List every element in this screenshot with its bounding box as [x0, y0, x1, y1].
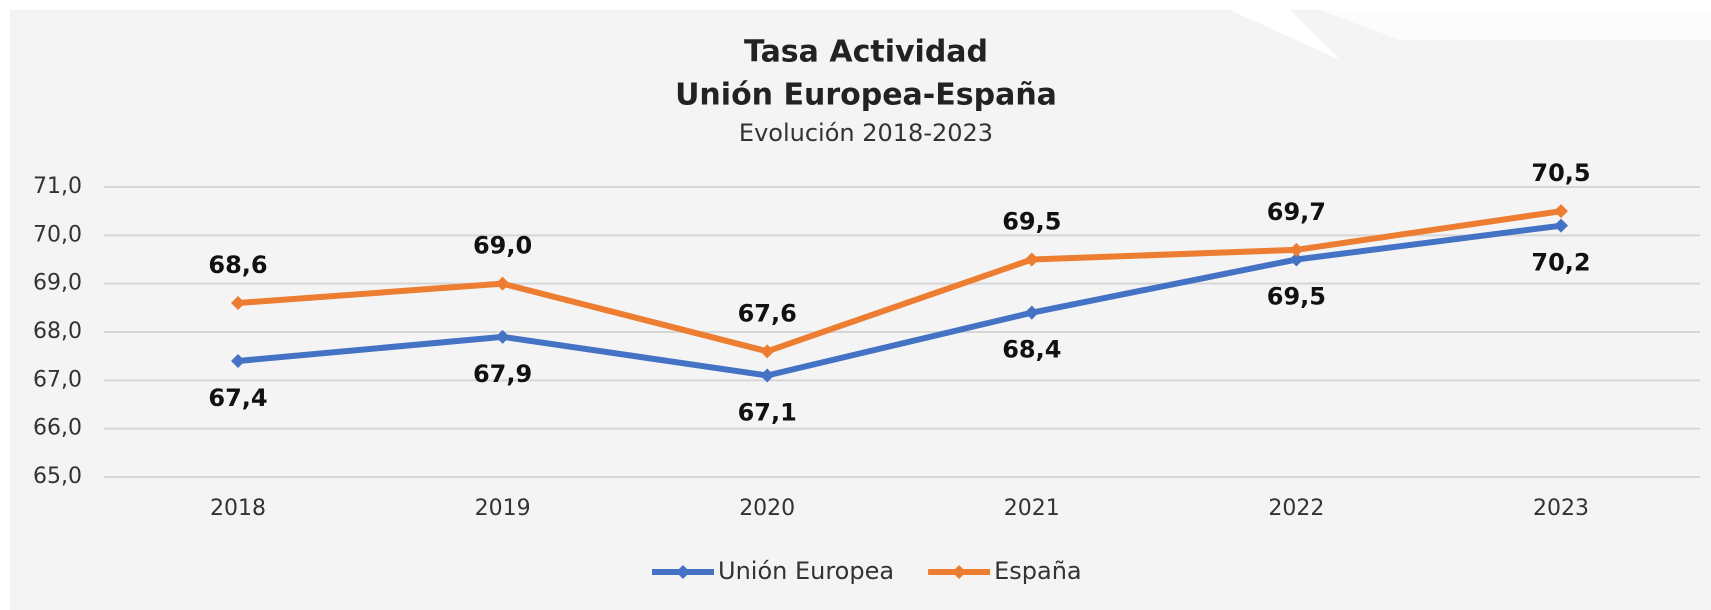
- legend-marker: [676, 565, 690, 579]
- data-label: 69,7: [1267, 198, 1326, 226]
- chart-subtitle: Unión Europea-España: [675, 78, 1057, 113]
- data-label: 69,5: [1267, 283, 1326, 311]
- x-tick-label: 2021: [1004, 496, 1060, 521]
- y-tick-label: 70,0: [33, 222, 82, 247]
- y-tick-label: 71,0: [33, 174, 82, 199]
- point-marker: [495, 276, 510, 291]
- x-tick-label: 2018: [210, 496, 266, 521]
- y-tick-label: 65,0: [33, 464, 82, 489]
- point-marker: [1289, 242, 1304, 257]
- point-marker: [495, 329, 510, 344]
- point-marker: [231, 354, 245, 368]
- chart-caption: Evolución 2018-2023: [739, 119, 993, 147]
- legend-label: Unión Europea: [718, 557, 894, 585]
- chart-background: [10, 10, 1711, 610]
- point-marker: [1289, 252, 1304, 267]
- data-label: 69,5: [1002, 208, 1061, 236]
- y-tick-label: 69,0: [33, 271, 82, 296]
- x-tick-label: 2022: [1268, 496, 1324, 521]
- x-tick-label: 2020: [739, 496, 795, 521]
- data-label: 70,2: [1531, 249, 1590, 277]
- data-label: 67,1: [738, 399, 797, 427]
- point-marker: [1554, 218, 1568, 233]
- data-label: 67,4: [208, 384, 267, 412]
- point-marker: [760, 344, 775, 359]
- point-marker: [1024, 252, 1039, 267]
- chart-title: Tasa Actividad: [744, 35, 988, 70]
- point-marker: [231, 296, 245, 310]
- legend-marker: [952, 565, 967, 579]
- x-tick-label: 2019: [475, 496, 531, 521]
- series-line: [237, 222, 1562, 379]
- data-label: 67,6: [738, 299, 797, 327]
- x-tick-label: 2023: [1533, 496, 1589, 521]
- point-marker: [1024, 305, 1039, 320]
- data-label: 68,4: [1002, 336, 1061, 364]
- decoration: [1320, 10, 1711, 40]
- data-label: 70,5: [1531, 159, 1590, 187]
- data-label: 67,9: [473, 360, 532, 388]
- y-tick-label: 67,0: [33, 367, 82, 392]
- point-marker: [760, 368, 775, 383]
- y-tick-label: 66,0: [33, 416, 82, 441]
- series-line: [237, 208, 1562, 355]
- legend-label: España: [994, 557, 1082, 585]
- y-tick-label: 68,0: [33, 319, 82, 344]
- data-label: 68,6: [208, 251, 267, 279]
- point-marker: [1554, 204, 1568, 219]
- data-label: 69,0: [473, 232, 532, 260]
- decoration: [1230, 10, 1340, 60]
